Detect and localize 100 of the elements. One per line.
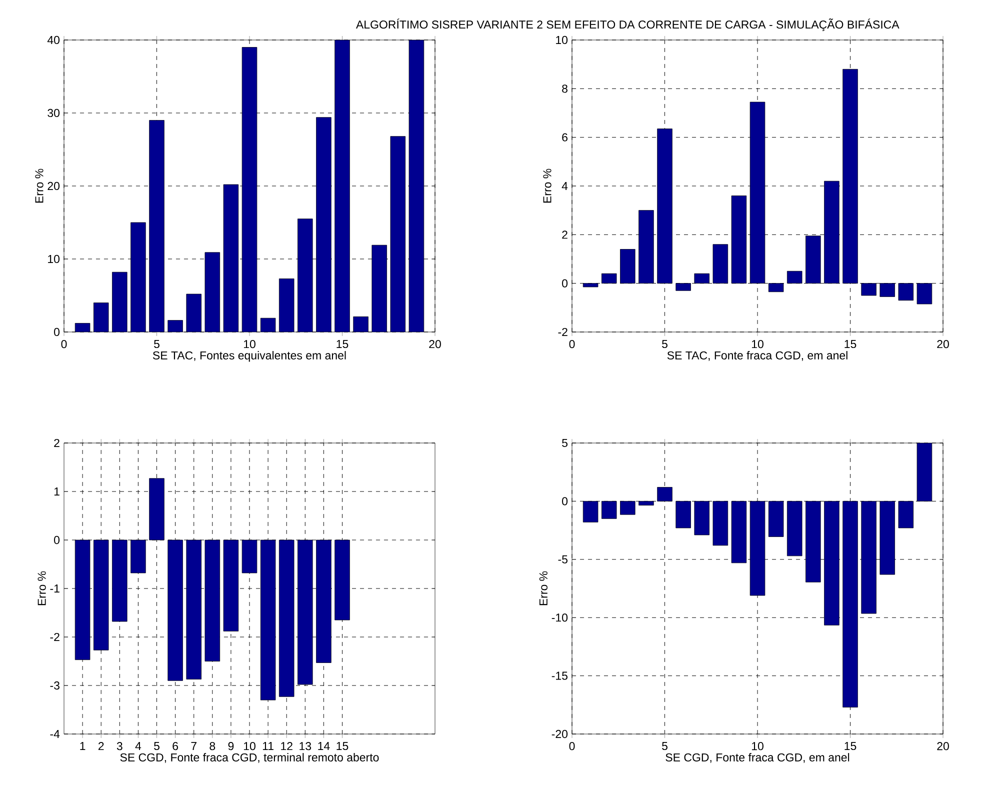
bar — [898, 501, 914, 528]
x-tick-label: 1 — [80, 742, 86, 750]
x-tick-label: 0 — [61, 340, 67, 348]
x-tick-label: 4 — [135, 742, 142, 750]
y-tick-label: 40 — [47, 36, 60, 44]
x-tick-label: 15 — [844, 742, 856, 750]
y-tick-label: 8 — [562, 84, 568, 93]
bar — [657, 487, 672, 502]
bar — [712, 501, 728, 546]
bar — [638, 210, 654, 284]
x-axis-title: SE TAC, Fontes equivalentes em anel — [152, 351, 346, 362]
y-tick-label: 2 — [562, 230, 568, 239]
x-tick-label: 5 — [154, 340, 160, 348]
y-tick-label: -2 — [50, 632, 60, 642]
bar — [768, 283, 784, 292]
y-tick-label: 10 — [48, 254, 60, 264]
bar — [880, 501, 895, 575]
y-tick-label: -1 — [50, 584, 60, 592]
x-tick-label: 13 — [300, 742, 312, 750]
x-tick-label: 6 — [172, 742, 178, 750]
x-tick-label: 10 — [752, 340, 764, 348]
x-tick-label: 10 — [752, 742, 764, 750]
bar — [880, 283, 895, 297]
y-tick-label: -10 — [552, 614, 568, 622]
x-tick-label: 15 — [844, 340, 856, 348]
bar — [390, 136, 406, 332]
x-tick-label: 2 — [98, 742, 104, 750]
bar — [204, 252, 220, 332]
chart-title: ALGORÍTIMO SISREP VARIANTE 2 SEM EFEITO DA CORRENTE DE CARGA - SIMULAÇÃO BIFÁSICA — [356, 18, 900, 31]
bar — [223, 184, 239, 332]
bar — [316, 117, 332, 332]
y-tick-label: 0 — [54, 328, 60, 336]
y-tick-label: -4 — [50, 730, 60, 738]
x-tick-label: 14 — [318, 742, 330, 750]
y-tick-label: 0 — [562, 497, 568, 506]
bar — [824, 501, 840, 626]
bar — [842, 68, 858, 284]
y-tick-label: -3 — [50, 681, 60, 690]
bar — [130, 222, 146, 332]
bar — [278, 278, 294, 332]
bar — [786, 270, 802, 284]
y-tick-label: 4 — [562, 182, 568, 190]
bar — [334, 40, 350, 332]
x-tick-label: 10 — [244, 742, 256, 750]
bar — [842, 501, 858, 708]
y-tick-label: -5 — [558, 555, 568, 564]
bar — [750, 102, 766, 284]
bar — [676, 501, 691, 528]
x-tick-label: 15 — [336, 340, 348, 348]
bar — [582, 501, 598, 522]
x-tick-label: 20 — [937, 340, 949, 348]
x-tick-label: 3 — [116, 742, 122, 750]
bar — [916, 443, 932, 502]
y-tick-label: 0 — [54, 536, 60, 544]
bar — [620, 501, 636, 515]
x-tick-label: 5 — [154, 742, 160, 750]
bar — [898, 283, 914, 301]
y-tick-label: -15 — [552, 672, 568, 680]
x-tick-label: 0 — [569, 340, 575, 348]
bar — [657, 128, 672, 284]
bar — [601, 501, 617, 519]
bar — [731, 196, 747, 284]
bar — [372, 244, 387, 332]
bar — [861, 501, 876, 614]
bar — [694, 273, 710, 284]
bar — [861, 283, 876, 296]
bar — [93, 302, 109, 332]
bar — [353, 316, 368, 332]
bar — [168, 320, 183, 332]
bar — [731, 501, 747, 564]
y-tick-label: 6 — [562, 133, 568, 142]
x-tick-label: 0 — [569, 742, 575, 750]
x-axis-title: SE CGD, Fonte fraca CGD, em anel — [666, 753, 850, 763]
bar — [750, 501, 766, 596]
y-axis-title: Erro % — [539, 571, 548, 606]
x-tick-label: 5 — [662, 742, 668, 750]
x-tick-label: 12 — [281, 742, 292, 750]
x-tick-label: 5 — [662, 340, 668, 348]
x-axis-title: SE CGD, Fonte fraca CGD, terminal remoto aberto — [120, 753, 379, 763]
bar — [916, 283, 932, 304]
bar — [242, 47, 258, 332]
x-tick-label: 10 — [244, 340, 256, 348]
y-tick-label: 20 — [48, 182, 60, 190]
bar — [149, 120, 164, 332]
bar — [676, 283, 691, 291]
bar — [786, 501, 802, 556]
y-axis-title: Erro % — [543, 168, 552, 203]
y-tick-label: 10 — [556, 36, 568, 44]
x-tick-label: 9 — [228, 742, 234, 750]
y-tick-label: 30 — [48, 108, 60, 118]
y-tick-label: 2 — [54, 438, 60, 448]
bar — [582, 283, 598, 288]
y-tick-label: 5 — [562, 438, 568, 448]
x-axis-title: SE TAC, Fonte fraca CGD, em anel — [667, 351, 848, 361]
bar — [824, 180, 840, 284]
y-axis-title: Erro % — [35, 168, 44, 203]
y-tick-label: 1 — [54, 488, 60, 496]
bar — [298, 218, 313, 332]
y-tick-label: -20 — [552, 730, 568, 738]
bar — [768, 501, 784, 537]
